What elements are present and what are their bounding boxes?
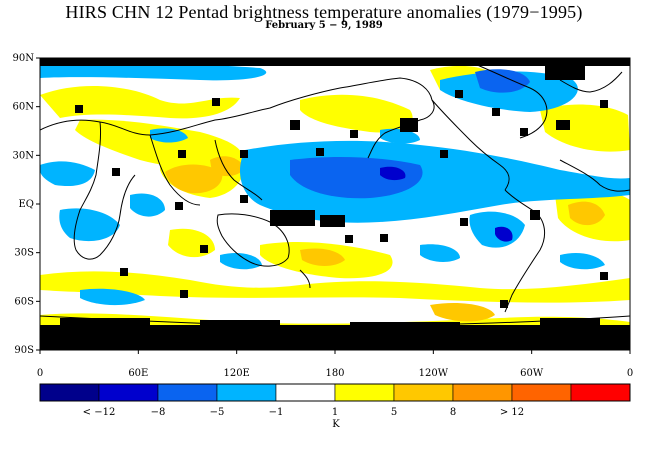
missing-data-regions bbox=[40, 58, 630, 350]
map-title: HIRS CHN 12 Pentad brightness temperatur… bbox=[65, 2, 583, 22]
colorbar-frame bbox=[39, 383, 631, 402]
lon-tick-label: 0 bbox=[627, 368, 633, 379]
colorbar-tick-label: −5 bbox=[210, 407, 225, 418]
colorbar-swatch bbox=[334, 383, 395, 402]
lon-tick-label: 60W bbox=[520, 368, 544, 379]
map-plot-area bbox=[40, 58, 630, 350]
colorbar-tick-label: 1 bbox=[332, 407, 338, 418]
colorbar-tick-label: > 12 bbox=[500, 407, 524, 418]
colorbar-tick-label: 5 bbox=[391, 407, 397, 418]
lat-tick-label: 60S bbox=[14, 296, 34, 307]
colorbar-swatch bbox=[393, 383, 454, 402]
lat-tick-label: 30S bbox=[14, 248, 34, 259]
colorbar-swatch bbox=[157, 383, 218, 402]
colorbar-swatch bbox=[570, 383, 631, 402]
colorbar-swatch bbox=[275, 383, 336, 402]
negative-anomaly-regions bbox=[40, 61, 630, 306]
colorbar-swatch bbox=[216, 383, 277, 402]
map-subtitle: February 5 − 9, 1989 bbox=[265, 20, 383, 31]
lon-tick-label: 60E bbox=[128, 368, 148, 379]
longitude-axis: 0 60E 120E 180 120W 60W 0 bbox=[37, 350, 633, 379]
lon-tick-label: 180 bbox=[325, 368, 344, 379]
colorbar-swatch bbox=[452, 383, 513, 402]
colorbar-tick-label: −1 bbox=[269, 407, 284, 418]
lat-tick-label: 30N bbox=[13, 150, 35, 161]
lat-tick-label: 60N bbox=[13, 102, 35, 113]
colorbar-tick-label: −8 bbox=[151, 407, 166, 418]
colorbar-unit-label: K bbox=[332, 419, 340, 430]
coastlines bbox=[40, 61, 630, 327]
lon-tick-label: 120W bbox=[419, 368, 449, 379]
lat-tick-label: 90N bbox=[13, 53, 35, 64]
colorbar-swatch bbox=[39, 383, 100, 402]
colorbar-tick-label: < −12 bbox=[83, 407, 116, 418]
lat-tick-label: 90S bbox=[14, 345, 34, 356]
colorbar-tick-label: 8 bbox=[450, 407, 456, 418]
latitude-axis: 90N 60N 30N EQ 30S 60S 90S bbox=[13, 53, 40, 356]
colorbar-swatch bbox=[98, 383, 159, 402]
colorbar-swatch bbox=[511, 383, 572, 402]
colorbar: < −12 −8 −5 −1 1 5 8 > 12 bbox=[39, 383, 631, 418]
lon-tick-label: 0 bbox=[37, 368, 43, 379]
lat-tick-label: EQ bbox=[19, 199, 35, 210]
lon-tick-label: 120E bbox=[223, 368, 249, 379]
